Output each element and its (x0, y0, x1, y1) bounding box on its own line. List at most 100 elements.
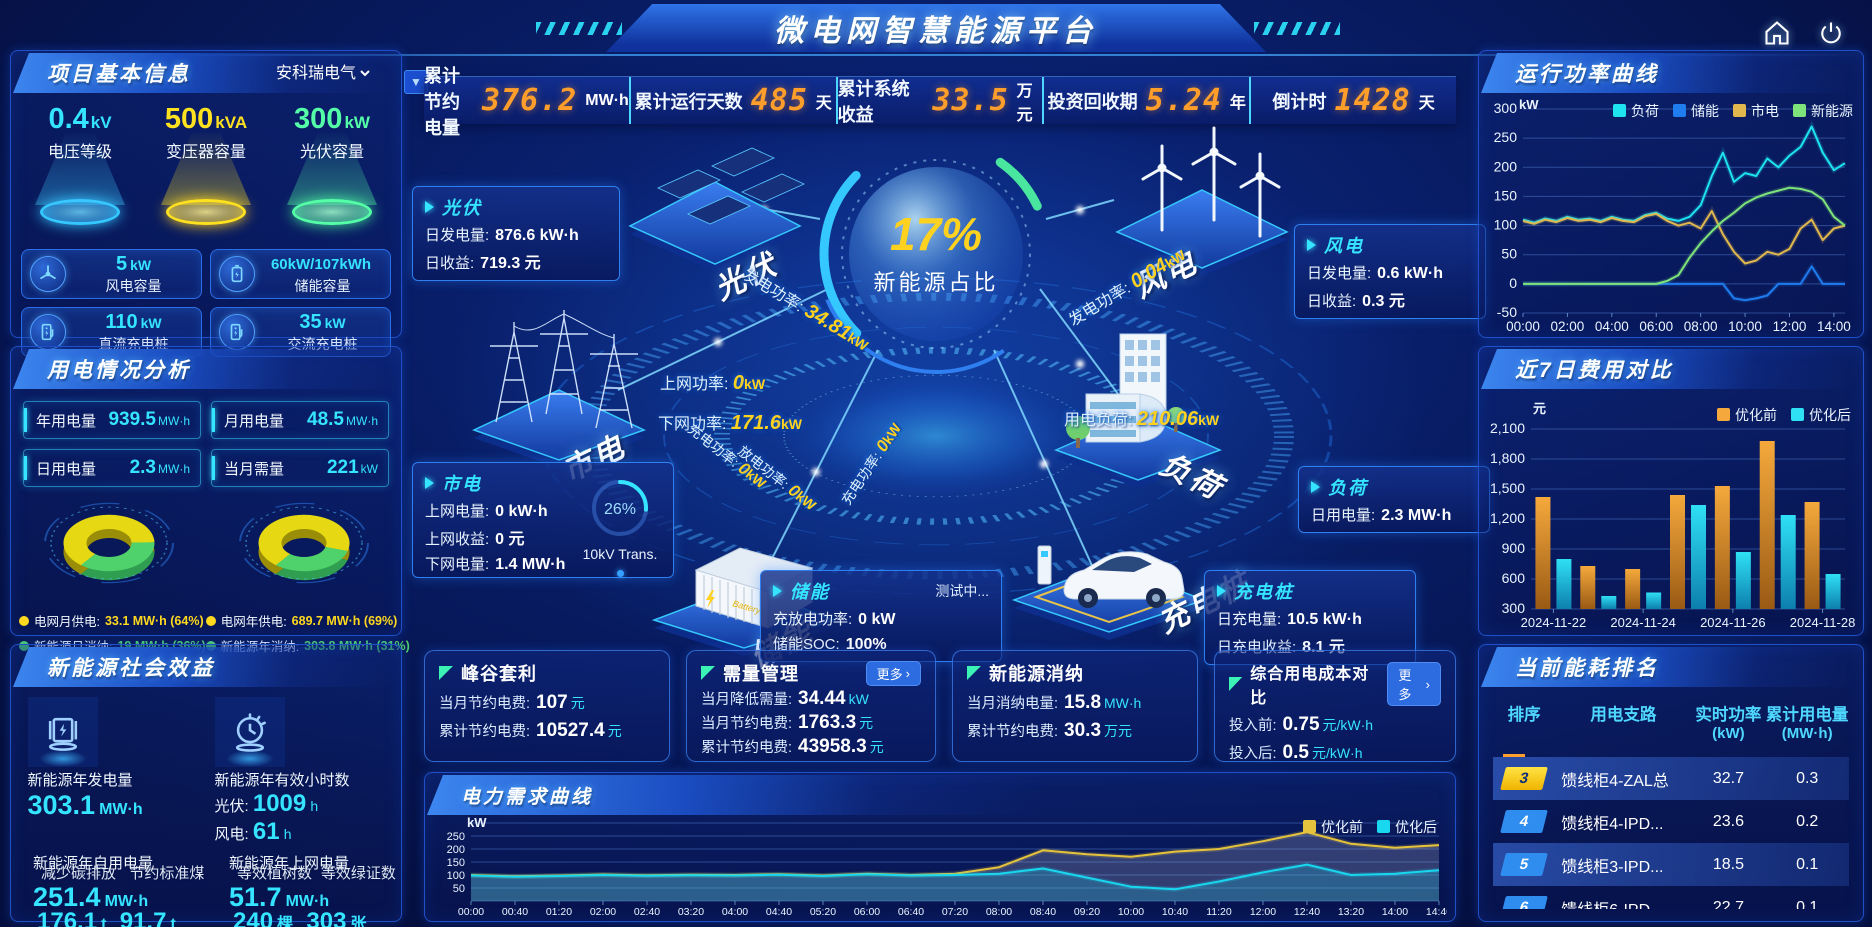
svg-text:01:20: 01:20 (546, 906, 572, 918)
svg-text:14:00: 14:00 (1817, 319, 1851, 334)
flow-grid-import: 下网功率: 171.6kW (658, 412, 802, 434)
rank-badge: 4 (1500, 810, 1548, 833)
home-button[interactable] (1760, 16, 1794, 50)
svg-text:元: 元 (1533, 401, 1546, 416)
cost-more-button[interactable]: 更多 › (1387, 662, 1441, 706)
svg-text:300: 300 (1502, 600, 1526, 616)
svg-text:06:00: 06:00 (854, 906, 880, 918)
card-load-info: 负荷 日用电量: 2.3 MW·h (1298, 466, 1490, 533)
svg-text:06:40: 06:40 (898, 906, 924, 918)
light-disc (292, 199, 372, 225)
rank-badge: 3 (1500, 767, 1548, 790)
stat-co2-value: 176.1 t 91.7 t (37, 908, 176, 927)
ranking-table: 排序 用电支路 实时功率 (kW) 累计用电量 (MW·h) 3 馈线柜4-ZAL总… (1479, 687, 1863, 909)
svg-text:100: 100 (447, 870, 465, 882)
energy-flow-diagram: 17% 新能源占比 光伏 (412, 124, 1490, 674)
panel-benefit-header: 新能源社会效益 (13, 647, 399, 687)
svg-text:08:00: 08:00 (986, 906, 1012, 918)
company-select[interactable]: 安科瑞电气 (272, 64, 373, 83)
svg-text:1,200: 1,200 (1490, 510, 1525, 526)
solar-panel-icon (628, 147, 805, 272)
svg-text:kW: kW (467, 817, 487, 830)
ac-charger-icon (219, 314, 255, 350)
panel-corner-icon (1475, 642, 1497, 664)
mini-corner-icon (1229, 677, 1243, 691)
panel-ranking-header: 当前能耗排名 (1481, 647, 1861, 687)
rank-badge: 6 (1500, 896, 1548, 909)
ranking-table-header: 排序 用电支路 实时功率 (kW) 累计用电量 (MW·h) (1507, 706, 1849, 742)
node-pv: 光伏 (620, 124, 810, 306)
card-wind-capacity: 5 kW 风电容量 (21, 249, 202, 299)
spotlight-transformer-capacity: 500 kVA 变压器容量 (147, 103, 265, 241)
svg-text:150: 150 (447, 857, 465, 869)
stat-self-use-value: 251.4 MW·h (33, 882, 149, 912)
svg-text:1,800: 1,800 (1490, 450, 1525, 466)
svg-text:50: 50 (1501, 246, 1517, 262)
storage-status: 测试中... (935, 583, 989, 599)
svg-text:200: 200 (1494, 158, 1518, 174)
panel-energy-ranking: 当前能耗排名 排序 用电支路 实时功率 (kW) 累计用电量 (MW·h) 3 馈线… (1478, 644, 1864, 922)
svg-text:14:40: 14:40 (1426, 906, 1447, 918)
kpi-countdown: 倒计时 1428 天 (1249, 77, 1456, 124)
table-row[interactable]: 3 馈线柜4-ZAL总 32.7 0.3 (1493, 757, 1849, 800)
panel-project-info: 项目基本信息 安科瑞电气 0.4 kV 电压等级 500 kVA 变压器容量 300… (10, 50, 402, 357)
card-arrow-icon (773, 585, 782, 597)
transformer-gauge: 26% 10kV Trans. (577, 477, 663, 577)
svg-text:200: 200 (447, 844, 465, 856)
panel-title: 项目基本信息 (47, 63, 191, 86)
table-row[interactable]: 6 馈线柜6-IPD 22.7 0.1 (1493, 886, 1849, 909)
node-charger: 充电桩 (1004, 502, 1257, 647)
mini-corner-icon (439, 666, 453, 680)
kpi-payback: 投资回收期 5.24 年 (1042, 77, 1249, 124)
panel-project-header: 项目基本信息 安科瑞电气 (13, 53, 399, 93)
svg-text:00:00: 00:00 (1506, 319, 1540, 334)
demand-more-button[interactable]: 更多 › (865, 660, 921, 686)
legend-grid-year: 电网年供电: 689.7 MW·h (69%) (205, 611, 410, 630)
table-row[interactable]: 4 馈线柜4-IPD... 23.6 0.2 (1493, 800, 1849, 843)
light-disc (40, 199, 120, 225)
svg-text:kW: kW (1519, 97, 1539, 112)
node-grid: 市电 (464, 310, 654, 488)
svg-text:12:40: 12:40 (1294, 906, 1320, 918)
panel-corner-icon (1475, 344, 1497, 366)
flow-pv-generation: 发电功率: 34.81kW (738, 265, 872, 354)
card-storage-capacity: 60kW/107kWh 储能容量 (210, 249, 391, 299)
flow-wind-generation: 发电功率: 0.04kW (1066, 246, 1189, 330)
light-disc (166, 199, 246, 225)
ranking-scroll-mark (1503, 754, 1525, 757)
generation-board-icon (27, 697, 98, 767)
run-power-legend: 负荷 储能 市电 新能源 (1613, 101, 1853, 121)
kpi-saved-energy: 累计节约电量 376.2 MW·h (424, 65, 629, 138)
stat-co2-label: 减少碳排放 节约标准煤 (41, 865, 205, 882)
stat-self-use: 新能源年自用电量 (33, 855, 154, 872)
panel-usage-header: 用电情况分析 (13, 349, 399, 389)
stat-month-usage: 月用电量 48.5 MW·h (211, 401, 389, 439)
panel-peak-valley: 峰谷套利 当月节约电费: 107 元 累计节约电费: 10527.4 元 (424, 650, 670, 762)
legend-item: 负荷 (1613, 101, 1659, 121)
stat-month-demand: 当月需量 221 kW (211, 449, 389, 487)
svg-text:03:20: 03:20 (678, 906, 704, 918)
legend-dot (205, 615, 216, 626)
home-icon (1765, 21, 1789, 45)
wind-turbine-icon (30, 256, 66, 292)
svg-text:11:20: 11:20 (1206, 906, 1232, 918)
svg-text:02:40: 02:40 (634, 906, 660, 918)
table-row[interactable]: 5 馈线柜3-IPD... 18.5 0.1 (1493, 843, 1849, 886)
power-button[interactable] (1814, 16, 1848, 50)
card-arrow-icon (1217, 585, 1226, 597)
demand-curve-legend: 优化前 优化后 (1303, 817, 1437, 837)
month-supply-donut-chart (43, 502, 174, 584)
kpi-stats-bar: 累计节约电量 376.2 MW·h 累计运行天数 485 天 累计系统收益 33.5 万元 … (424, 65, 1456, 138)
panel-run-power-header: 运行功率曲线 (1481, 53, 1861, 93)
svg-text:05:20: 05:20 (810, 906, 836, 918)
svg-text:150: 150 (1494, 187, 1518, 203)
panel-corner-icon (421, 770, 443, 792)
transformer-load-pct: 26% (604, 501, 636, 518)
svg-text:-50: -50 (1497, 304, 1517, 320)
panel-cost-header: 近7日费用对比 (1481, 349, 1861, 389)
wind-hours: 风电: 61 h (214, 818, 292, 845)
panel-title: 运行功率曲线 (1515, 63, 1659, 86)
power-icon (1821, 22, 1841, 44)
svg-text:2,100: 2,100 (1490, 420, 1525, 436)
